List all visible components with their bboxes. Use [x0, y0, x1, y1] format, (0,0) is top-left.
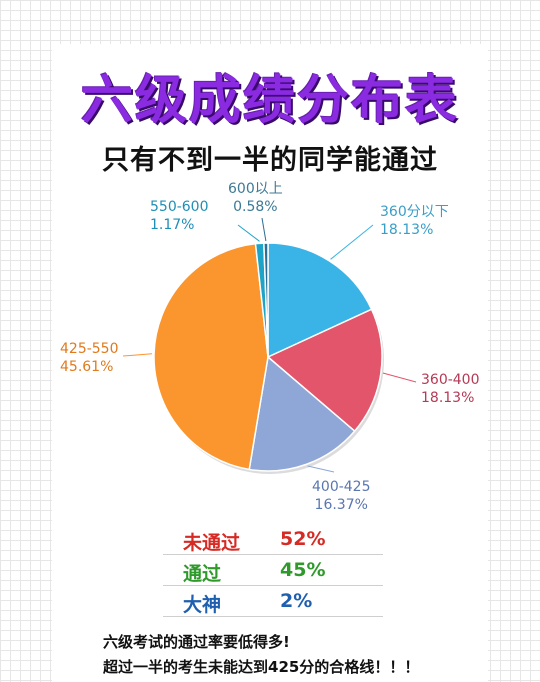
slice-label-425-550: 425-550 45.61%: [60, 340, 119, 376]
slice-label-360-400: 360-400 18.13%: [421, 371, 480, 407]
summary-percent: 45%: [280, 559, 326, 581]
summary-percent: 2%: [280, 590, 313, 612]
leader-line-5: [261, 217, 267, 242]
slice-percent: 1.17%: [150, 217, 195, 233]
pass-rate-summary: 未通过 52% 通过 45% 大神 2%: [163, 524, 383, 617]
slice-name: 360-400: [421, 372, 480, 388]
leader-line-3: [122, 353, 153, 357]
summary-row-fail: 未通过 52%: [163, 524, 383, 555]
page-subtitle: 只有不到一半的同学能通过: [102, 145, 438, 176]
page-title: 六级成绩分布表: [80, 71, 459, 131]
summary-name: 大神: [183, 594, 222, 616]
pie-slice-3: [153, 242, 269, 471]
note-line-2: 超过一半的考生未能达到425分的合格线！！！: [103, 658, 420, 676]
leader-line-0: [330, 224, 374, 260]
slice-name: 425-550: [60, 341, 119, 357]
slice-label-400-425: 400-425 16.37%: [312, 478, 371, 514]
note-line-1: 六级考试的通过率要低得多!: [103, 633, 290, 651]
slice-percent: 18.13%: [421, 390, 475, 406]
slice-name: 600以上: [228, 181, 283, 197]
slice-percent: 0.58%: [233, 199, 278, 215]
summary-name: 未通过: [183, 532, 241, 554]
slice-name: 400-425: [312, 479, 371, 495]
slice-percent: 45.61%: [60, 359, 114, 375]
summary-percent: 52%: [280, 528, 326, 550]
pie-slice-5: [263, 242, 269, 358]
slice-name: 360分以下: [380, 204, 449, 220]
slice-label-600-above: 600以上 0.58%: [228, 180, 283, 216]
slice-name: 550-600: [150, 199, 209, 215]
slice-label-550-600: 550-600 1.17%: [150, 198, 209, 234]
summary-row-pass: 通过 45%: [163, 555, 383, 586]
summary-name: 通过: [183, 563, 222, 585]
summary-row-top: 大神 2%: [163, 586, 383, 617]
slice-percent: 18.13%: [380, 222, 434, 238]
pie-slice-1: [266, 308, 383, 433]
leader-line-4: [237, 224, 260, 242]
slice-percent: 16.37%: [314, 497, 368, 513]
slice-label-below-360: 360分以下 18.13%: [380, 203, 449, 239]
leader-line-1: [382, 372, 417, 383]
pie-slice-2: [248, 355, 356, 472]
pie-slice-0: [267, 242, 373, 359]
leader-line-2: [307, 465, 335, 473]
